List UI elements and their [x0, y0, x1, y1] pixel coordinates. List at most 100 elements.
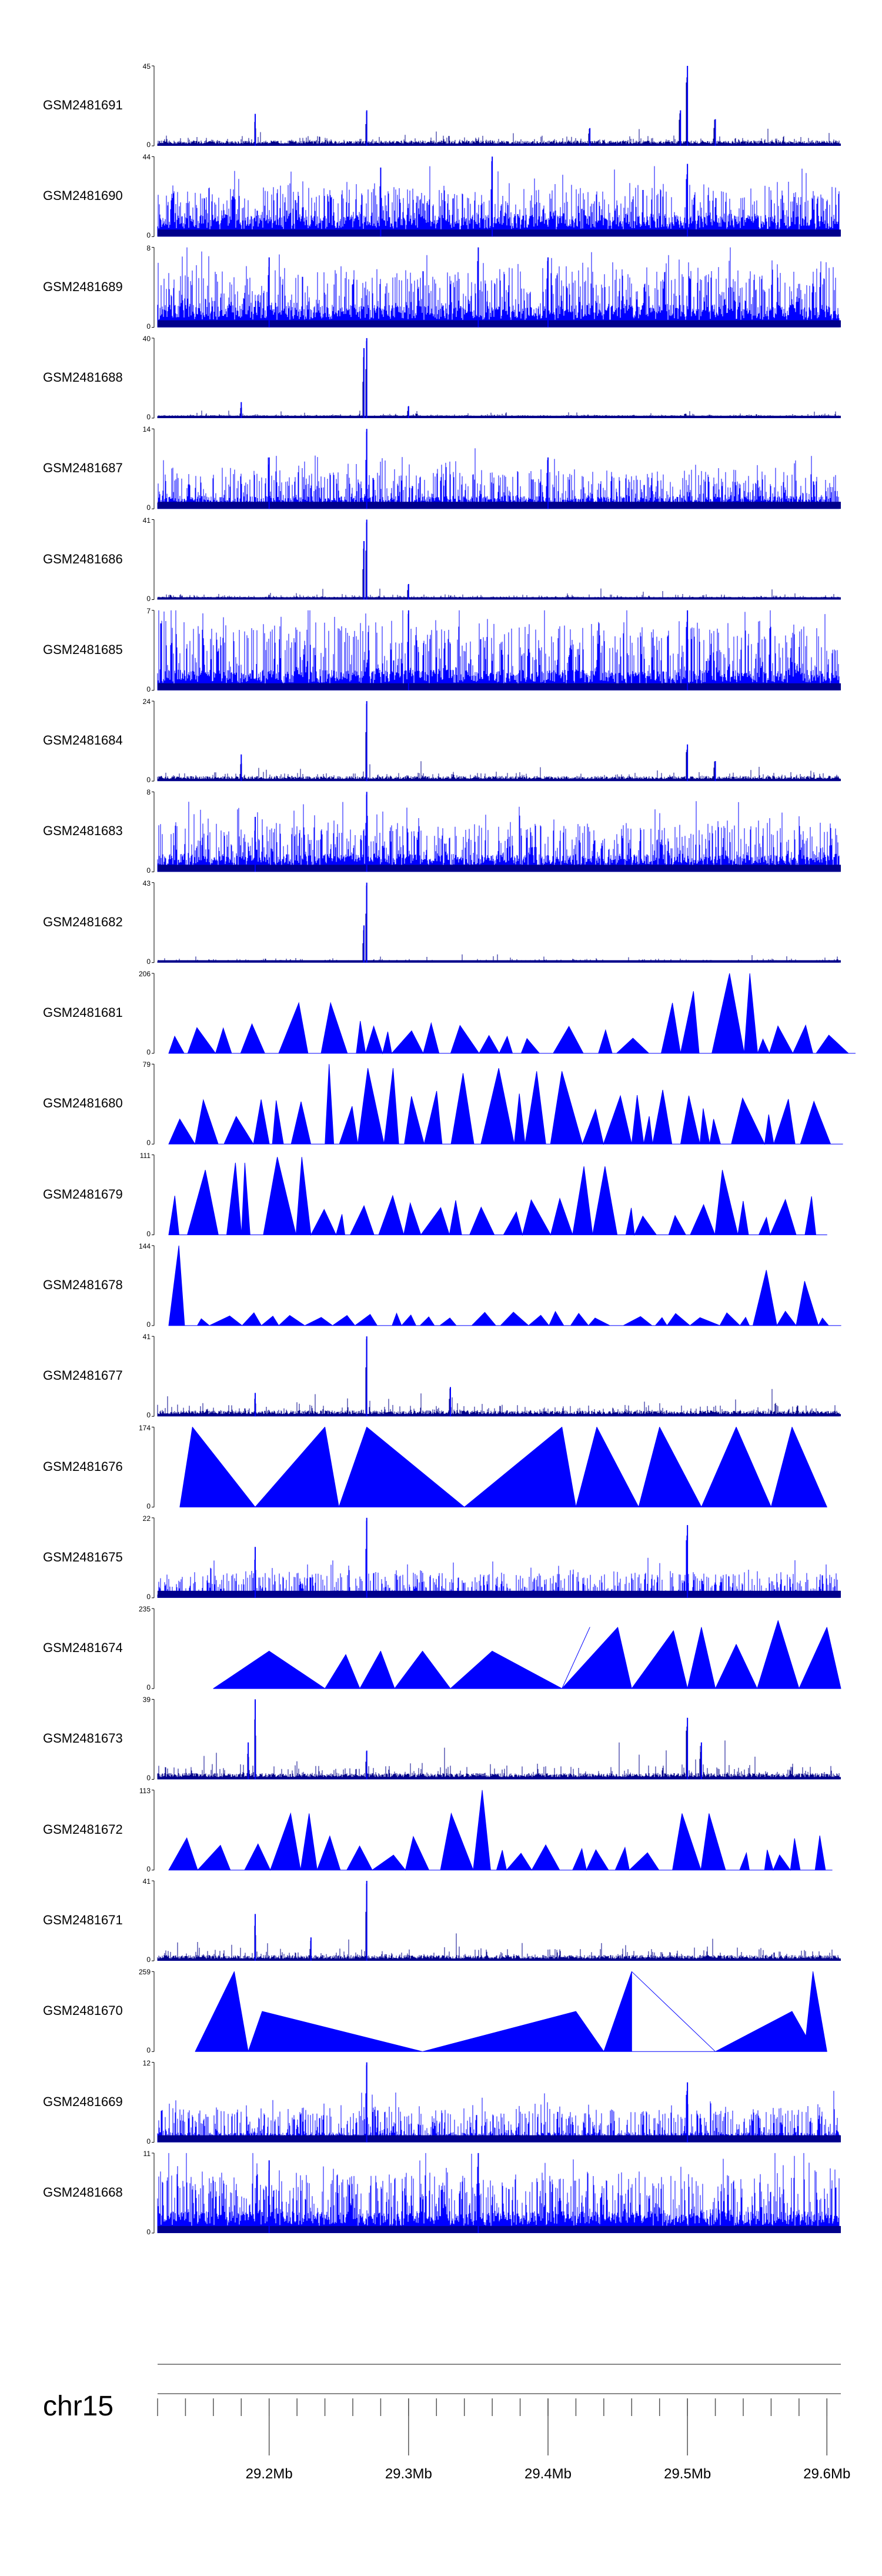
coverage-base	[158, 865, 841, 872]
track-label: GSM2481670	[43, 2003, 123, 2018]
coverage-triangles	[168, 1245, 841, 1327]
track-label: GSM2481674	[43, 1640, 123, 1656]
track-label: GSM2481671	[43, 1913, 123, 1927]
y-min-label: 0	[146, 1592, 151, 1601]
track-GSM2481668	[152, 2153, 841, 2234]
track-GSM2481678	[152, 1245, 841, 1327]
y-min-label: 0	[146, 412, 151, 421]
y-min-label: 0	[146, 1683, 151, 1692]
y-min-label: 0	[146, 2046, 151, 2055]
track-label: GSM2481672	[43, 1821, 123, 1837]
track-label: GSM2481686	[43, 551, 123, 566]
coverage-bars	[157, 2065, 840, 2143]
coverage-bars	[157, 341, 840, 418]
coverage-base	[158, 2225, 841, 2233]
y-max-label: 144	[139, 1242, 151, 1250]
track-GSM2481691	[152, 65, 841, 146]
coverage-bars	[157, 247, 840, 328]
track-label: GSM2481689	[43, 279, 123, 294]
coverage-triangles	[168, 1157, 827, 1236]
y-max-label: 24	[142, 698, 151, 706]
major-tick-label: 29.5Mb	[664, 2466, 711, 2482]
track-label: GSM2481691	[43, 98, 123, 112]
coverage-bars	[157, 704, 840, 782]
chromosome-label: chr15	[43, 2391, 114, 2422]
coverage-bars	[157, 610, 840, 690]
y-min-label: 0	[146, 1774, 151, 1783]
track-label: GSM2481669	[43, 2094, 123, 2109]
major-tick-label: 29.6Mb	[803, 2466, 851, 2482]
y-max-label: 41	[142, 1877, 151, 1886]
y-min-label: 0	[146, 866, 151, 875]
coverage-base	[158, 960, 841, 963]
coverage-area	[179, 1427, 827, 1507]
y-min-label: 0	[146, 594, 151, 603]
track-label: GSM2481675	[43, 1549, 123, 1564]
track-label: GSM2481677	[43, 1368, 123, 1383]
coverage-base	[158, 683, 841, 690]
y-max-label: 45	[142, 62, 151, 71]
track-label: GSM2481673	[43, 1731, 123, 1746]
track-GSM2481673	[152, 1699, 841, 1780]
coverage-area	[213, 1620, 841, 1689]
y-min-label: 0	[146, 1411, 151, 1420]
coverage-base	[158, 597, 841, 600]
coverage-base	[158, 229, 841, 237]
y-max-label: 8	[146, 243, 151, 252]
track-GSM2481681	[152, 973, 856, 1055]
y-min-label: 0	[146, 1501, 151, 1510]
track-label: GSM2481682	[43, 914, 123, 929]
y-min-label: 0	[146, 1864, 151, 1873]
track-GSM2481674	[152, 1608, 841, 1689]
y-max-label: 259	[139, 1968, 151, 1977]
y-min-label: 0	[146, 2227, 151, 2236]
track-GSM2481689	[152, 247, 841, 328]
genome-axis	[157, 2364, 841, 2455]
track-label: GSM2481685	[43, 642, 123, 657]
track-label: GSM2481684	[43, 733, 123, 748]
coverage-base	[158, 1777, 841, 1780]
y-max-label: 8	[146, 788, 151, 797]
y-max-label: 43	[142, 879, 151, 887]
y-max-label: 79	[142, 1060, 151, 1069]
y-min-label: 0	[146, 231, 151, 240]
y-min-label: 0	[146, 776, 151, 785]
track-GSM2481688	[152, 338, 841, 419]
y-max-label: 44	[142, 153, 151, 162]
coverage-base	[158, 320, 841, 328]
y-max-label: 235	[139, 1605, 151, 1614]
coverage-triangles	[168, 973, 856, 1055]
coverage-bars	[157, 77, 840, 146]
y-min-label: 0	[146, 1139, 151, 1147]
y-max-label: 206	[139, 970, 151, 978]
coverage-base	[158, 2135, 841, 2143]
track-label: GSM2481683	[43, 823, 123, 839]
track-GSM2481686	[152, 519, 841, 600]
track-label: GSM2481681	[43, 1005, 123, 1020]
y-min-label: 0	[146, 685, 151, 693]
y-max-label: 113	[139, 1786, 151, 1795]
y-min-label: 0	[146, 957, 151, 966]
y-max-label: 111	[139, 1151, 151, 1160]
track-label: GSM2481680	[43, 1096, 123, 1111]
y-min-label: 0	[146, 322, 151, 331]
track-label: GSM2481676	[43, 1459, 123, 1474]
track-GSM2481687	[152, 428, 841, 509]
coverage-base	[158, 1590, 841, 1598]
track-label: GSM2481678	[43, 1277, 123, 1292]
track-GSM2481670	[152, 1971, 827, 2052]
y-max-label: 11	[143, 2149, 151, 2158]
track-GSM2481684	[152, 700, 841, 782]
y-min-label: 0	[146, 503, 151, 512]
track-GSM2481682	[152, 882, 841, 963]
y-min-label: 0	[146, 1048, 151, 1056]
y-max-label: 7	[146, 606, 151, 615]
coverage-base	[158, 1958, 841, 1961]
coverage-base	[158, 1414, 841, 1417]
track-label: GSM2481687	[43, 461, 123, 476]
coverage-base	[158, 502, 841, 509]
coverage-bars	[157, 432, 840, 509]
track-GSM2481680	[152, 1063, 843, 1146]
